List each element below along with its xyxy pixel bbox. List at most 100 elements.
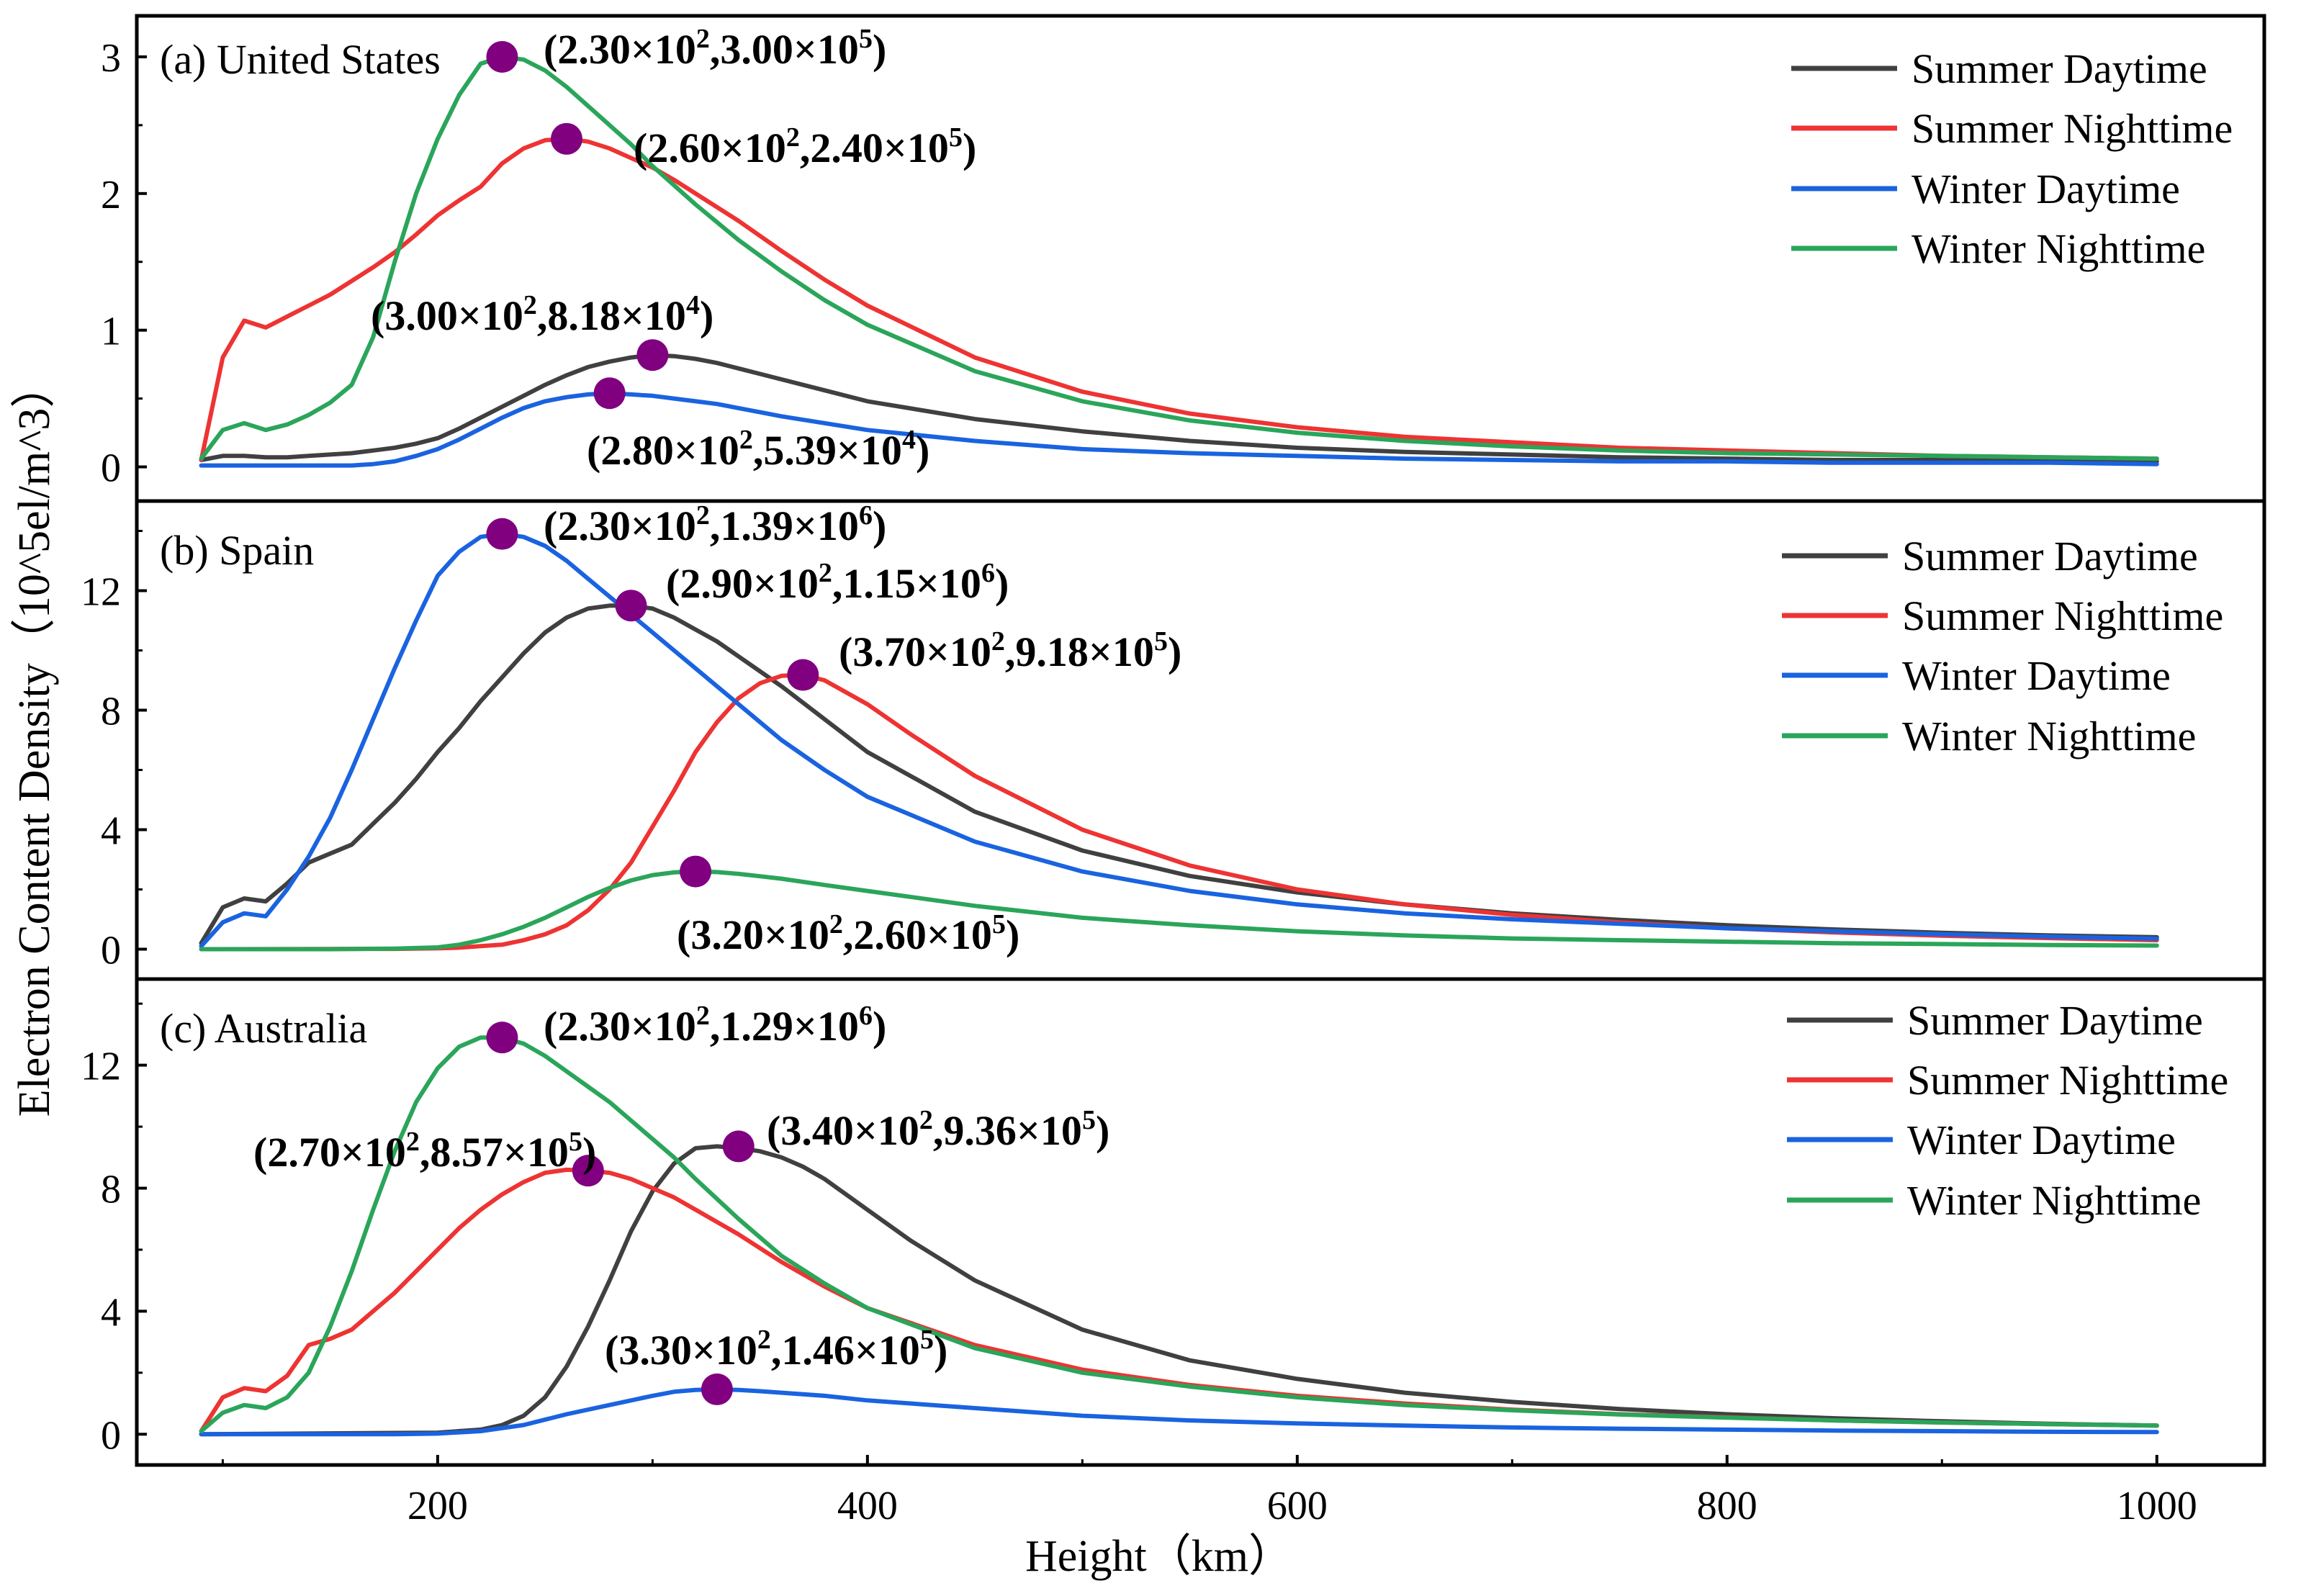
- peak-annotation: (3.20×102,2.60×105): [677, 909, 1019, 958]
- peak-annotation-text: ): [916, 427, 929, 474]
- peak-marker: [550, 122, 582, 155]
- y-tick-label: 12: [81, 570, 121, 615]
- peak-marker: [486, 40, 518, 73]
- peak-annotation-exponent: 5: [920, 1325, 934, 1355]
- peak-annotation-text: ): [934, 1327, 947, 1374]
- peak-annotation-text: ): [995, 560, 1009, 607]
- series-line-winter-daytime: [199, 1387, 2159, 1437]
- peak-annotation-text: ): [873, 502, 886, 549]
- peak-annotation-text: ): [700, 292, 713, 339]
- y-tick-label: 0: [101, 446, 121, 491]
- peak-annotation: (3.30×102,1.46×105): [605, 1325, 947, 1374]
- peak-annotation-exponent: 2: [696, 500, 710, 531]
- series-line-winter-daytime: [199, 391, 2159, 468]
- peak-annotation-exponent: 5: [859, 24, 873, 54]
- peak-annotation-text: (3.00×10: [371, 292, 523, 339]
- peak-annotation-text: (2.30×10: [544, 502, 696, 549]
- peak-annotation-exponent: 4: [902, 425, 916, 455]
- x-tick-label: 400: [837, 1484, 898, 1528]
- peak-annotation-text: (2.30×10: [544, 1003, 696, 1050]
- peak-marker: [722, 1130, 755, 1163]
- x-tick-label: 600: [1267, 1484, 1328, 1528]
- x-tick-label: 200: [407, 1484, 468, 1528]
- peak-annotation-exponent: 2: [696, 1001, 710, 1031]
- y-tick-label: 1: [101, 310, 121, 354]
- peak-annotation-exponent: 5: [949, 122, 963, 153]
- peak-annotation: (3.00×102,8.18×104): [371, 290, 713, 339]
- x-tick-label: 800: [1697, 1484, 1757, 1528]
- series-line-summer-nighttime: [199, 672, 2159, 952]
- peak-marker: [486, 1022, 518, 1054]
- panel-label: (a) United States: [160, 36, 441, 83]
- series-line-summer-nighttime: [199, 136, 2159, 462]
- x-tick-label: 1000: [2117, 1484, 2197, 1528]
- peak-annotation: (2.70×102,8.57×105): [253, 1127, 596, 1176]
- peak-annotation: (2.30×102,1.39×106): [544, 500, 886, 549]
- peak-marker: [636, 339, 669, 371]
- peak-annotation-exponent: 4: [686, 290, 700, 320]
- legend-entry: Winter Daytime: [1902, 652, 2171, 699]
- legend-entry: Summer Nighttime: [1912, 105, 2233, 152]
- y-tick-label: 0: [101, 929, 121, 973]
- legend-entry: Summer Daytime: [1902, 533, 2198, 580]
- peak-annotation-exponent: 6: [981, 558, 995, 588]
- x-axis: 200 400 600 800 1000: [221, 1455, 2197, 1528]
- y-tick-label: 8: [101, 1168, 121, 1212]
- peak-annotation-text: (2.70×10: [253, 1129, 406, 1176]
- peak-annotation-text: ,9.36×10: [933, 1107, 1082, 1154]
- peak-annotation-text: (2.80×10: [587, 427, 739, 474]
- panel-2: 04812(2.30×102,1.29×106)(2.70×102,8.57×1…: [81, 977, 2266, 1467]
- peak-annotation-exponent: 6: [859, 500, 873, 531]
- panel-label: (b) Spain: [160, 527, 314, 574]
- peak-annotation-exponent: 2: [739, 425, 753, 455]
- peak-marker: [486, 518, 518, 550]
- series-line-summer-nighttime: [199, 1167, 2159, 1433]
- panel-frame: [135, 977, 2266, 1467]
- legend: Summer Daytime Summer Nighttime Winter Day…: [1782, 533, 2223, 759]
- peak-annotation-text: ,5.39×10: [753, 427, 902, 474]
- y-tick-label: 12: [81, 1045, 121, 1089]
- legend-entry: Winter Daytime: [1912, 166, 2180, 212]
- peak-annotation-exponent: 2: [991, 626, 1005, 657]
- panel-label: (c) Australia: [160, 1005, 367, 1052]
- series-line-summer-daytime: [199, 1144, 2159, 1437]
- legend-entry: Summer Daytime: [1907, 997, 2203, 1044]
- legend-entry: Summer Nighttime: [1902, 592, 2223, 639]
- peak-annotation-text: (3.20×10: [677, 911, 829, 958]
- y-tick-label: 0: [101, 1413, 121, 1458]
- peak-annotation-text: ,8.57×10: [420, 1129, 569, 1176]
- y-tick-label: 4: [101, 1290, 121, 1335]
- legend: Summer Daytime Summer Nighttime Winter Day…: [1787, 997, 2228, 1224]
- series-line-winter-nighttime: [199, 869, 2159, 952]
- peak-annotation-text: (3.40×10: [767, 1107, 919, 1154]
- series-line-winter-nighttime: [199, 1035, 2159, 1433]
- peak-annotation-text: ,3.00×10: [710, 26, 859, 73]
- peak-annotation-text: (3.30×10: [605, 1327, 757, 1374]
- panel-1: 04812(2.30×102,1.39×106)(2.90×102,1.15×1…: [81, 499, 2266, 981]
- peak-annotation-exponent: 2: [696, 24, 710, 54]
- peak-annotation-text: (2.90×10: [666, 560, 819, 607]
- peak-annotation-text: ,1.15×10: [832, 560, 981, 607]
- x-axis-title: Height（km）: [1025, 1532, 1293, 1581]
- peak-annotation-text: ,9.18×10: [1005, 628, 1154, 675]
- peak-annotation: (3.40×102,9.36×105): [767, 1105, 1109, 1154]
- peak-marker: [593, 377, 626, 410]
- peak-annotation-text: ,2.40×10: [800, 125, 949, 171]
- peak-annotation: (2.30×102,3.00×105): [544, 24, 886, 73]
- peak-annotation-exponent: 5: [569, 1127, 582, 1157]
- peak-marker: [787, 659, 819, 691]
- legend-entry: Summer Nighttime: [1907, 1057, 2228, 1104]
- peak-annotation-text: ): [873, 1003, 886, 1050]
- y-tick-label: 4: [101, 809, 121, 854]
- legend-entry: Winter Nighttime: [1912, 225, 2205, 272]
- peak-annotation-exponent: 2: [919, 1105, 933, 1135]
- peak-annotation-text: ): [963, 125, 976, 171]
- peak-annotation-exponent: 6: [859, 1001, 873, 1031]
- series-line-summer-daytime: [199, 353, 2159, 464]
- y-tick-label: 2: [101, 173, 121, 217]
- peak-annotation: (3.70×102,9.18×105): [839, 626, 1181, 675]
- peak-annotation-text: ,1.46×10: [771, 1327, 920, 1374]
- peak-annotation-exponent: 2: [829, 909, 843, 939]
